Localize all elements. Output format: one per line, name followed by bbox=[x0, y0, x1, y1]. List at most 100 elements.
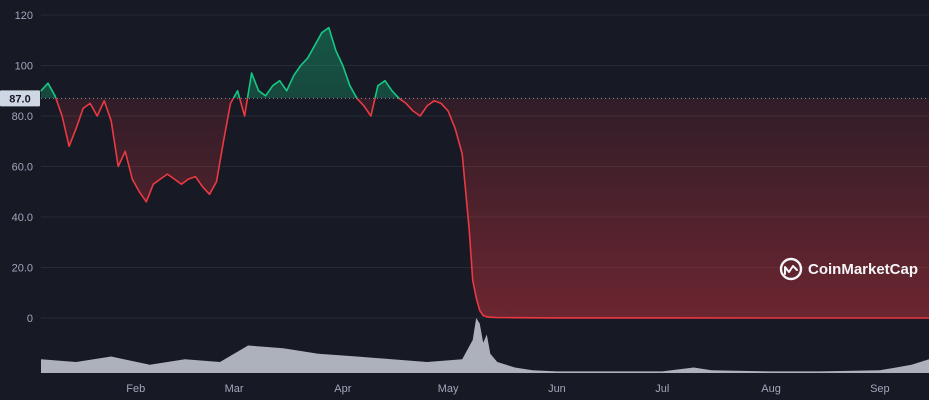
price-point bbox=[293, 75, 295, 77]
area-fill bbox=[41, 27, 929, 318]
coinmarketcap-logo-icon bbox=[779, 257, 803, 281]
x-tick-label: Sep bbox=[870, 383, 890, 395]
y-tick-label: 0 bbox=[27, 313, 33, 325]
y-tick-label: 40.0 bbox=[12, 212, 33, 224]
price-point bbox=[89, 102, 91, 104]
price-line bbox=[40, 26, 929, 319]
price-point bbox=[68, 145, 70, 147]
price-point bbox=[82, 107, 84, 109]
price-point bbox=[173, 178, 175, 180]
price-point bbox=[486, 316, 488, 318]
price-point bbox=[419, 115, 421, 117]
price-point bbox=[279, 80, 281, 82]
price-point bbox=[377, 85, 379, 87]
price-point bbox=[433, 100, 435, 102]
reference-label: 87.0 bbox=[9, 93, 30, 105]
coinmarketcap-watermark: CoinMarketCap bbox=[779, 257, 918, 281]
price-point bbox=[314, 44, 316, 46]
x-tick-label: May bbox=[438, 383, 459, 395]
price-point bbox=[47, 82, 49, 84]
price-point bbox=[391, 90, 393, 92]
price-point bbox=[117, 165, 119, 168]
price-point bbox=[229, 102, 232, 104]
price-point bbox=[180, 183, 182, 185]
price-point bbox=[384, 80, 386, 82]
price-point bbox=[482, 314, 484, 317]
price-point bbox=[879, 317, 881, 319]
price-point bbox=[300, 64, 302, 67]
x-tick-label: Feb bbox=[126, 383, 145, 395]
price-point bbox=[131, 178, 133, 180]
y-tick-label: 100 bbox=[15, 61, 33, 73]
price-point bbox=[363, 105, 365, 107]
price-point bbox=[272, 85, 274, 87]
price-point bbox=[96, 115, 98, 117]
price-point bbox=[61, 115, 63, 117]
price-point bbox=[187, 178, 189, 180]
price-point bbox=[335, 49, 337, 52]
price-point bbox=[426, 105, 428, 107]
price-point bbox=[54, 95, 56, 97]
price-point bbox=[489, 316, 491, 318]
price-point bbox=[468, 229, 470, 231]
price-point bbox=[286, 90, 288, 92]
y-axis-tick-labels: 0 20.0 40.0 60.0 80.0 100 120 bbox=[12, 10, 33, 325]
price-point bbox=[479, 309, 481, 311]
price-point bbox=[201, 186, 204, 188]
price-point bbox=[194, 176, 196, 178]
price-point bbox=[370, 115, 372, 117]
price-point bbox=[472, 279, 474, 281]
price-point bbox=[208, 193, 211, 195]
y-tick-label: 80.0 bbox=[12, 111, 33, 123]
x-axis-tick-labels: Feb Mar Apr May Jun Jul Aug Sep bbox=[126, 383, 889, 395]
volume-area bbox=[41, 318, 929, 373]
price-point bbox=[661, 317, 663, 319]
price-point bbox=[166, 173, 168, 175]
price-point bbox=[124, 150, 126, 152]
price-point bbox=[514, 317, 516, 319]
price-point bbox=[159, 178, 161, 180]
price-point bbox=[110, 120, 112, 122]
area-fill-below-baseline bbox=[41, 98, 929, 318]
price-point bbox=[412, 110, 414, 112]
price-point bbox=[145, 201, 147, 203]
price-point bbox=[103, 100, 105, 102]
price-point bbox=[405, 102, 407, 104]
price-point bbox=[461, 153, 463, 155]
y-tick-label: 120 bbox=[15, 10, 33, 22]
price-point bbox=[251, 72, 253, 74]
area-fill-above-baseline bbox=[41, 27, 399, 98]
price-point bbox=[454, 128, 456, 130]
volume-histogram bbox=[41, 318, 929, 373]
watermark-text: CoinMarketCap bbox=[808, 261, 918, 278]
price-line-below-baseline bbox=[54, 98, 929, 319]
price-point bbox=[40, 90, 42, 92]
price-point bbox=[222, 140, 225, 142]
price-point bbox=[328, 27, 330, 29]
price-point bbox=[152, 183, 154, 185]
price-point bbox=[770, 317, 772, 319]
price-point bbox=[356, 97, 358, 99]
price-point bbox=[237, 90, 239, 92]
reference-line: 87.0 bbox=[0, 90, 929, 107]
price-point bbox=[258, 90, 260, 92]
y-tick-label: 20.0 bbox=[12, 263, 33, 275]
reference-label-badge bbox=[0, 90, 40, 107]
price-point bbox=[321, 32, 323, 34]
price-point bbox=[265, 95, 267, 97]
price-point bbox=[244, 115, 246, 117]
price-point bbox=[75, 128, 77, 130]
price-point bbox=[215, 181, 218, 183]
price-point bbox=[440, 102, 442, 104]
x-tick-label: Apr bbox=[334, 383, 351, 395]
price-point bbox=[556, 317, 558, 319]
price-point bbox=[447, 110, 449, 112]
price-point bbox=[496, 316, 498, 319]
price-point bbox=[138, 191, 140, 193]
x-tick-label: Jul bbox=[655, 383, 669, 395]
price-point bbox=[349, 85, 351, 87]
price-point bbox=[307, 57, 309, 59]
y-tick-label: 60.0 bbox=[12, 162, 33, 174]
